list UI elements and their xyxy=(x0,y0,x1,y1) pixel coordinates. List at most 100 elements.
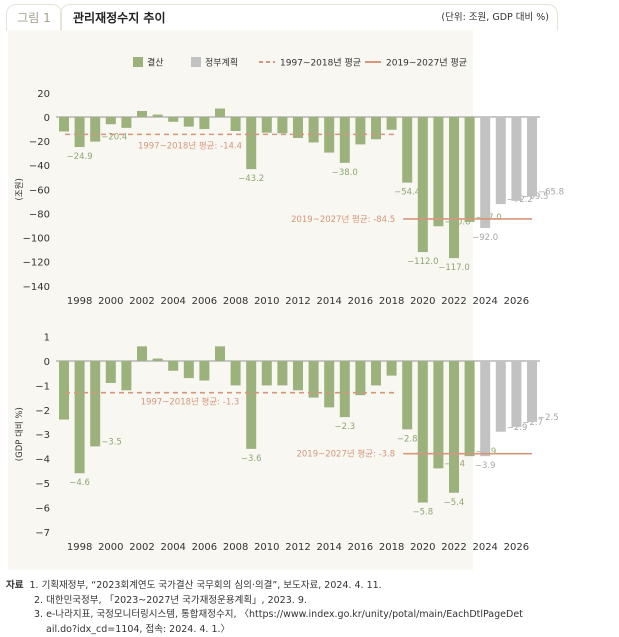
x-tick-label: 2014 xyxy=(316,542,341,553)
bar-2003 xyxy=(152,114,163,117)
bar-2020 xyxy=(417,117,428,253)
bar-2023 xyxy=(464,117,475,222)
x-tick-label: 2008 xyxy=(223,296,248,307)
data-label: −2.9 xyxy=(507,423,528,433)
sources-heading: 자료 xyxy=(6,580,24,591)
bar-2024 xyxy=(480,117,491,228)
bar-2004 xyxy=(168,361,179,371)
bar-2025 xyxy=(495,117,506,205)
bar-2005 xyxy=(183,361,194,379)
bar-2016 xyxy=(355,117,366,145)
x-tick-label: 2008 xyxy=(223,542,248,553)
bar-2024 xyxy=(480,361,491,457)
y-tick-label: −60 xyxy=(29,185,50,196)
bar-2019 xyxy=(402,117,413,183)
bar-2012 xyxy=(293,361,303,391)
x-tick-label: 2010 xyxy=(254,296,279,307)
x-tick-label: 2022 xyxy=(441,296,466,307)
x-tick-label: 2004 xyxy=(160,296,185,307)
bar-2010 xyxy=(261,361,272,386)
figure-title: 관리재정수지 추이 xyxy=(73,11,166,25)
x-tick-label: 2024 xyxy=(472,542,497,553)
y-tick-label: −80 xyxy=(29,209,50,220)
bar-1998 xyxy=(74,117,85,148)
bar-2026 xyxy=(511,361,522,427)
data-label: −4.6 xyxy=(69,478,90,488)
x-tick-label: 2020 xyxy=(410,296,435,307)
data-label: −43.2 xyxy=(238,174,264,184)
x-tick-label: 2012 xyxy=(285,296,310,307)
bar-1997 xyxy=(59,361,69,420)
bar-2019 xyxy=(402,361,413,430)
x-tick-label: 1998 xyxy=(67,542,92,553)
bar-2021 xyxy=(433,361,444,469)
bar-2022 xyxy=(449,117,459,259)
bar-2018 xyxy=(386,361,397,376)
x-tick-label: 2012 xyxy=(285,542,310,553)
data-label: −5.4 xyxy=(444,498,465,508)
data-label: −92.0 xyxy=(472,233,498,243)
y-tick-label: −100 xyxy=(23,234,50,245)
data-label: −112.0 xyxy=(407,257,438,267)
y-tick-label: −6 xyxy=(35,503,50,514)
legend-swatch xyxy=(133,57,143,67)
bar-2003 xyxy=(152,358,163,361)
x-tick-label: 2000 xyxy=(98,296,123,307)
legend-label: 정부계획 xyxy=(205,57,238,69)
y-tick-label: 1 xyxy=(44,333,50,344)
bar-2011 xyxy=(277,117,288,134)
y-tick-label: 20 xyxy=(37,89,50,100)
bar-2023 xyxy=(464,361,475,457)
data-label: −20.4 xyxy=(101,133,127,143)
legend-label: 2019~2027년 평균 xyxy=(386,58,467,69)
bar-2012 xyxy=(293,117,303,138)
y-tick-label: −4 xyxy=(35,455,50,466)
bar-2010 xyxy=(261,117,272,133)
bar-2001 xyxy=(121,361,132,391)
bar-2007 xyxy=(215,108,225,117)
y-tick-label: −40 xyxy=(29,161,50,172)
bar-2009 xyxy=(246,361,257,449)
bar-2020 xyxy=(417,361,428,503)
data-label: −3.9 xyxy=(475,461,496,471)
data-label: −65.8 xyxy=(538,187,564,197)
bar-2009 xyxy=(246,117,257,170)
bar-2026 xyxy=(511,117,522,201)
y-tick-label: −3 xyxy=(35,430,50,441)
bar-2021 xyxy=(433,117,444,227)
bar-2006 xyxy=(199,361,210,381)
figure-title-tab: 관리재정수지 추이 (단위: 조원, GDP 대비 %) xyxy=(60,4,558,31)
y-tick-label: −20 xyxy=(29,137,50,148)
average-label: 2019~2027년 평균: -84.5 xyxy=(291,214,395,225)
x-tick-label: 2002 xyxy=(129,296,154,307)
y-tick-label: −140 xyxy=(23,282,50,293)
bar-2018 xyxy=(386,117,397,130)
y-tick-label: −5 xyxy=(35,479,50,490)
x-tick-label: 2002 xyxy=(129,542,154,553)
bar-2011 xyxy=(277,361,288,386)
y-tick-label: −1 xyxy=(35,381,50,392)
bar-2025 xyxy=(495,361,506,432)
legend-label: 결산 xyxy=(147,58,164,69)
x-tick-label: 2020 xyxy=(410,542,435,553)
x-tick-label: 1998 xyxy=(67,296,92,307)
data-label: −117.0 xyxy=(438,263,469,273)
source-item: 3. e-나라지표, 국정모니터링시스템, 통합재정수지, 〈https://w… xyxy=(34,609,523,620)
bar-2002 xyxy=(137,110,147,117)
bar-2014 xyxy=(324,361,335,408)
sources: 자료 1. 기획재정부, “2023회계연도 국가결산 국무회의 심의·의결”, … xyxy=(6,579,523,637)
x-tick-label: 2010 xyxy=(254,542,279,553)
bar-2022 xyxy=(449,361,459,493)
y-tick-label: 0 xyxy=(44,113,50,124)
y-axis-label: (GDP 대비 %) xyxy=(15,407,25,461)
x-tick-label: 2018 xyxy=(379,542,404,553)
legend-swatch xyxy=(191,57,201,67)
bar-1999 xyxy=(90,361,101,447)
data-label: −2.5 xyxy=(538,413,559,423)
y-tick-label: −2 xyxy=(35,406,50,417)
average-label: 1997~2018년 평균: -14.4 xyxy=(138,140,242,151)
chart-area: 결산 정부계획 1997~2018년 평균 2019~2027년 평균200−20−4… xyxy=(8,30,564,570)
average-label: 1997~2018년 평균: -1.3 xyxy=(141,397,240,408)
x-tick-label: 2006 xyxy=(192,542,217,553)
bar-2015 xyxy=(339,117,350,163)
